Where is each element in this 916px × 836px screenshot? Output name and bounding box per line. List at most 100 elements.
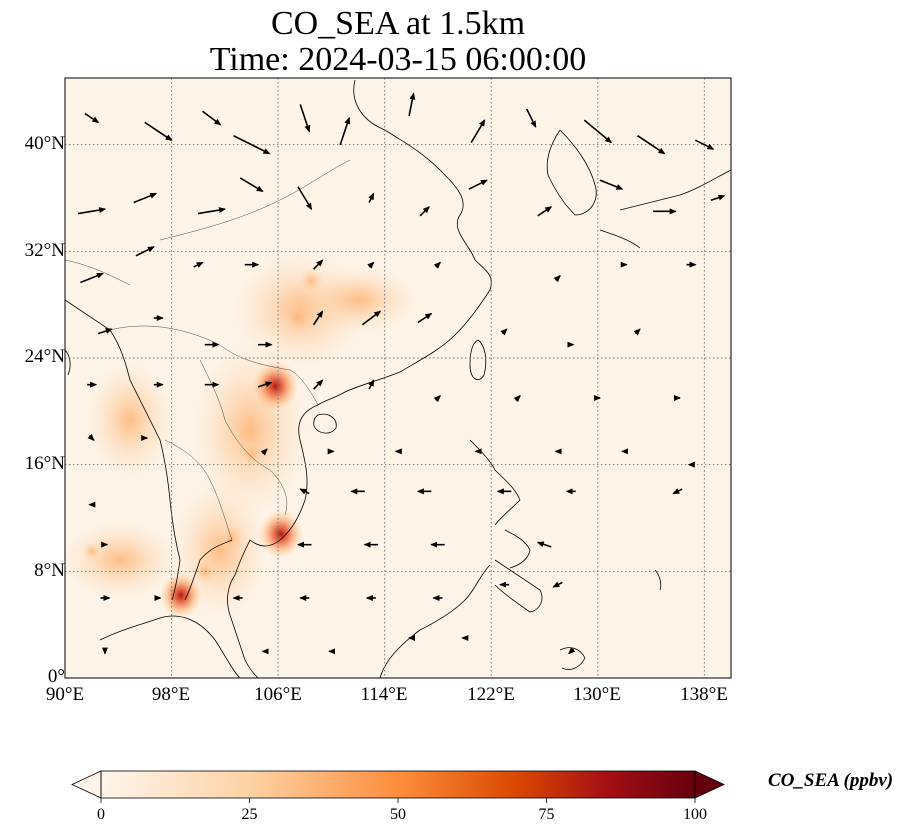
wind-arrow [78,207,107,215]
border [159,159,351,241]
co-plume [300,265,420,335]
wind-arrow [84,112,100,124]
wind-arrow [419,206,430,217]
coastline-taiwan [469,339,487,381]
coastline-indochina [227,404,319,678]
wind-arrow [299,104,311,133]
coastline-china [317,79,492,406]
wind-arrow [313,379,324,390]
co-plume [65,520,180,600]
co-hotspots-layer [82,266,325,619]
wind-arrow [525,108,537,128]
coastline-island [654,569,662,591]
wind-arrow [672,488,683,495]
colorbar-tick-label: 75 [538,806,555,823]
wind-arrow [637,135,666,155]
wind-arrow [368,192,375,203]
coastline-visayas [504,529,531,569]
colorbar-tick-label: 25 [241,806,258,823]
coastline-sumatra [99,615,241,678]
wind-arrow [408,92,416,117]
co-hotspot [82,541,101,562]
co-plume [85,360,175,480]
colorbar-tick-label: 100 [683,806,707,823]
border [199,359,288,516]
border [65,259,131,286]
wind-arrow [433,261,441,269]
wind-arrow [367,261,375,269]
wind-arrow [470,119,486,143]
map-title: CO_SEA at 1.5km [270,5,526,42]
lon-label: 122°E [467,684,515,705]
lon-label: 106°E [254,684,302,705]
lat-label: 32°N [24,240,65,261]
map-panel [65,78,731,678]
wind-arrow [257,381,273,388]
wind-arrow [144,121,173,141]
coastline-borneo [379,564,491,678]
colorbar-extend-min [71,770,102,799]
border [109,325,319,406]
coastline-gulf-thailand [184,539,233,601]
lon-label: 130°E [573,684,621,705]
coastlines [65,79,731,678]
lon-label: 90°E [45,684,85,705]
wind-arrow [193,261,204,268]
wind-arrow [361,310,382,326]
wind-arrow [500,328,508,336]
colorbar-tick-label: 50 [390,806,406,823]
lat-label: 24°N [24,346,65,367]
wind-arrow [239,177,264,193]
colorbar [71,770,725,803]
wind-arrow [633,328,641,336]
wind-arrow [417,312,433,324]
wind-arrow [135,246,155,257]
co-hotspot [298,266,325,295]
lat-label: 16°N [24,453,65,474]
wind-arrow [299,488,310,495]
wind-arrow [80,272,104,284]
lat-label: 8°N [34,560,65,581]
wind-arrow [468,179,488,190]
lat-label: 0° [47,666,65,687]
wind-arrow [583,119,613,144]
wind-arrow [233,134,271,155]
co-hotspot [258,509,304,559]
wind-arrow [202,110,222,126]
wind-arrow [312,310,324,326]
colorbar-extend-max [694,770,725,799]
wind-arrow [568,647,576,655]
wind-vectors [78,92,726,655]
wind-arrow [260,448,268,456]
wind-arrow [536,541,552,548]
wind-arrow [513,395,521,403]
lon-label: 114°E [360,684,408,705]
coastline-japan [599,229,641,249]
colorbar-gradient [101,771,695,798]
coastline-bangladesh [65,349,71,376]
map-gridlines [65,78,731,678]
wind-arrow [97,328,113,335]
co-hotspot [239,440,264,468]
lon-label: 138°E [680,684,728,705]
map-frame [64,77,732,679]
wind-arrow [433,395,441,403]
co-hotspot [251,360,300,412]
wind-arrow [695,139,715,150]
wind-arrow [552,581,563,588]
wind-arrow [133,192,158,204]
colorbar-tick-label: 0 [97,806,105,823]
map-subtitle-time: Time: 2024-03-15 06:00:00 [209,41,587,78]
coastline-hainan [313,413,337,434]
wind-arrow [553,275,561,283]
wind-arrow [313,259,324,270]
wind-arrow [537,206,553,217]
country-borders [65,159,351,541]
wind-arrow [297,186,313,211]
lon-label: 98°E [151,684,191,705]
co-hotspot [283,301,313,335]
coastline-korea [546,129,597,216]
coastline-luzon [469,439,521,526]
wind-arrow [368,379,375,390]
